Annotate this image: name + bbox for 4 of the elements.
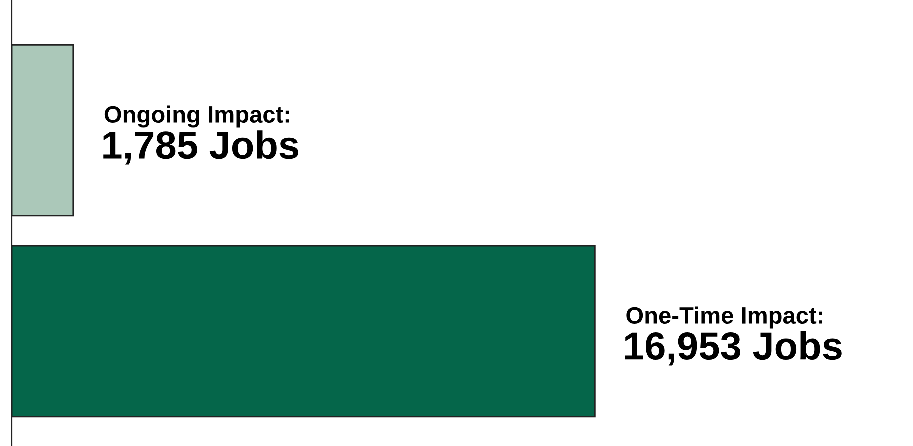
data-label: 1,785 Jobs [104,130,298,165]
text: One-Time Impact: [626,306,822,329]
annotation: Ongoing Impact: [104,106,290,128]
data-label: 16,953 Jobs [625,331,842,366]
